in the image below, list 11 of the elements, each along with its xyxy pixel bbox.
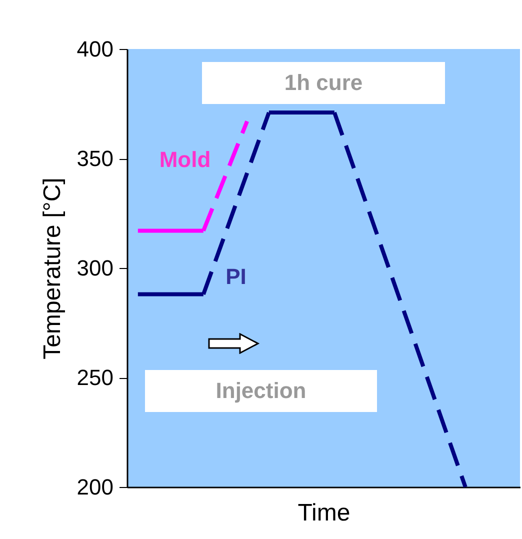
y-tick-label: 200 xyxy=(76,474,114,500)
label-box: 1h cure xyxy=(202,62,445,104)
y-tick-label: 250 xyxy=(76,365,114,390)
y-tick-label: 300 xyxy=(76,256,114,280)
label-box: Injection xyxy=(145,370,377,412)
x-axis-title: Time xyxy=(298,500,350,526)
y-tick-label: 400 xyxy=(76,36,114,62)
annotation: PI xyxy=(224,263,248,291)
annotation: Mold xyxy=(158,146,212,174)
y-tick-label: 350 xyxy=(76,146,114,171)
y-axis-title: Temperature [°C] xyxy=(38,178,66,360)
